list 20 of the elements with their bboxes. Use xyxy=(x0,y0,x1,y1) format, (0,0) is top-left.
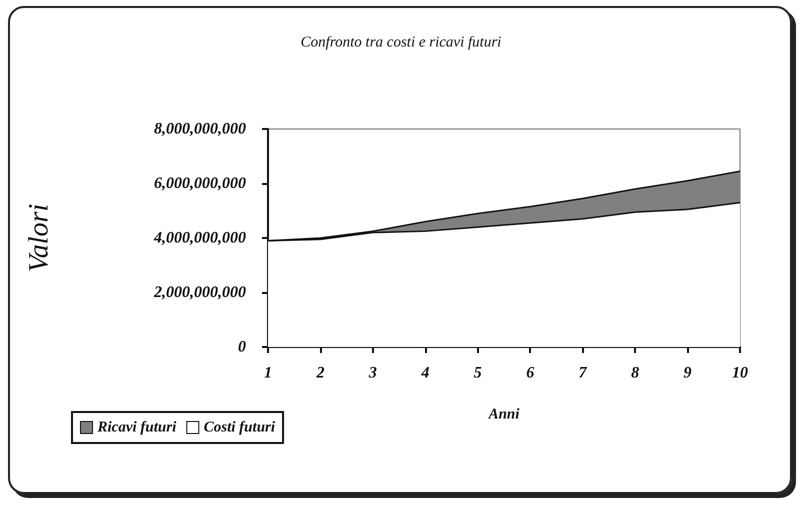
x-tick-label: 9 xyxy=(684,364,692,382)
x-tick-label: 7 xyxy=(578,364,588,382)
x-axis-title: Anni xyxy=(488,406,520,422)
x-tick-label: 5 xyxy=(474,364,482,382)
y-tick-label: 8,000,000,000 xyxy=(154,120,246,138)
x-tick-label: 1 xyxy=(264,364,272,382)
x-tick-label: 4 xyxy=(420,364,430,382)
x-tick-label: 6 xyxy=(526,364,534,382)
y-axis-title: Valori xyxy=(24,204,54,272)
y-tick-label: 0 xyxy=(238,338,246,356)
x-tick-label: 2 xyxy=(315,364,324,382)
x-tick-label: 10 xyxy=(732,364,748,382)
y-tick-label: 6,000,000,000 xyxy=(154,175,246,192)
x-tick-label: 8 xyxy=(631,364,640,382)
chart-title: Confronto tra costi e ricavi futuri xyxy=(300,34,502,50)
legend-label: Ricavi futuri xyxy=(96,420,178,436)
y-tick-label: 2,000,000,000 xyxy=(153,284,246,301)
legend-label: Costi futuri xyxy=(204,420,276,436)
y-tick-label: 4,000,000,000 xyxy=(153,230,246,246)
x-tick-label: 3 xyxy=(368,364,377,382)
